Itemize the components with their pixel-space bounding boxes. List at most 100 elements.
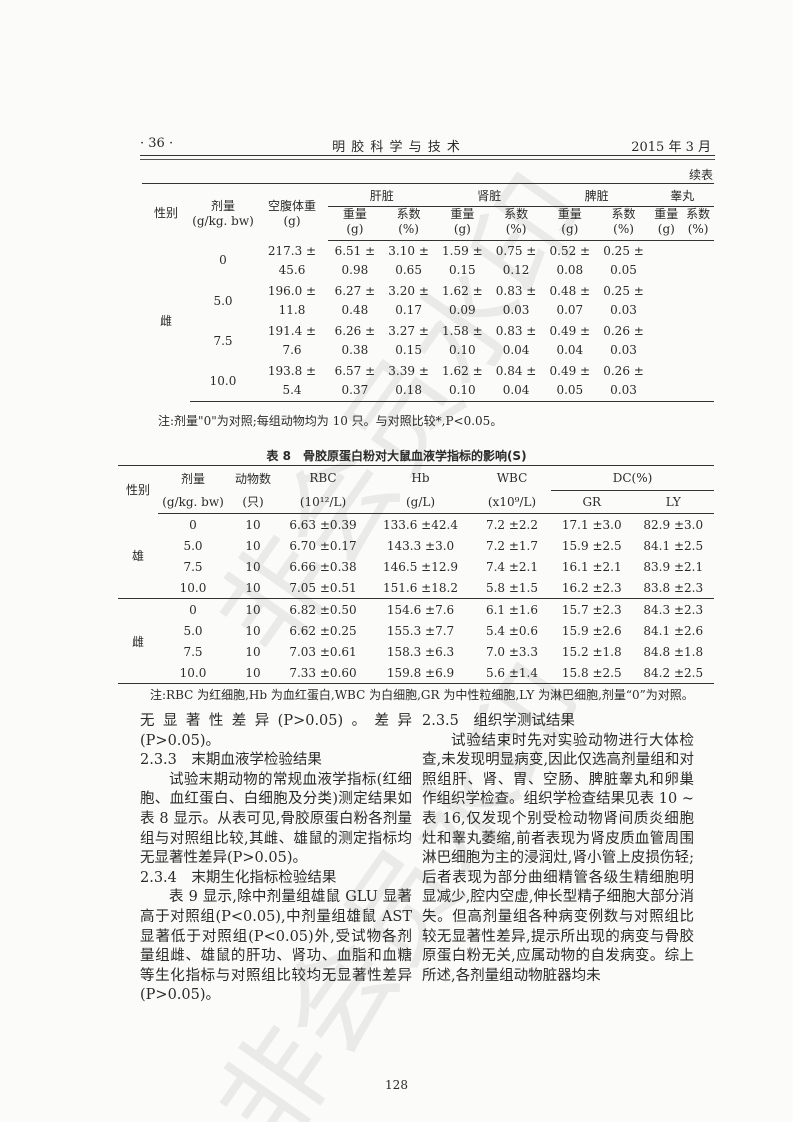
value-cell: 159.8 ±6.9 <box>368 662 473 684</box>
sub-unit: (%) <box>505 222 527 236</box>
value-cell: 15.2 ±1.8 <box>561 644 622 659</box>
table-row: 雌 0 217.3 ± 45.6 6.51 ± 0.98 3.10 ± 0.65 1.59 ± 0… <box>142 241 714 328</box>
sex-cell: 雌 <box>118 598 158 684</box>
value-sd: 0.03 <box>502 303 530 317</box>
value-cell: 16.2 ±2.3 <box>551 577 633 599</box>
value-mean: 1.59 ± <box>442 244 483 258</box>
sub-label: 重量 <box>654 207 679 221</box>
value-cell: 10 <box>228 577 278 599</box>
value-cell: 17.1 ±3.0 <box>561 517 622 532</box>
sub-label: 系数 <box>396 207 421 221</box>
value-sd: 0.98 <box>341 263 369 277</box>
col-wbc-unit: (x10⁹/L) <box>473 490 551 514</box>
journal-title: 明 胶 科 学 与 技 术 <box>332 140 461 155</box>
value-cell: 10.0 <box>158 662 228 684</box>
value-cell: 154.6 ±7.6 <box>386 602 455 617</box>
section-heading: 2.3.5 组织学测试结果 <box>422 713 575 729</box>
value-cell: 0.48 ± 0.07 <box>543 281 597 321</box>
value-sd: 0.04 <box>502 383 530 397</box>
value-cell: 5.4 ±0.6 <box>485 623 539 638</box>
value-sd: 0.03 <box>610 383 637 397</box>
sub-label: 系数 <box>686 207 711 221</box>
sub-coef: 系数 (%) <box>682 206 714 241</box>
value-sd: 0.18 <box>395 383 422 397</box>
col-weight: 空腹体重 (g) <box>256 183 328 241</box>
empty-cell <box>682 281 714 321</box>
sub-unit: (g) <box>346 222 364 236</box>
value-cell: 7.03 ±0.61 <box>289 644 357 659</box>
sub-label: 重量 <box>557 207 582 221</box>
col-n-unit: (只) <box>228 490 278 514</box>
value-cell: 10 <box>245 602 261 617</box>
value-cell: 146.5 ±12.9 <box>383 559 458 574</box>
value-mean: 6.57 ± <box>334 364 376 378</box>
value-cell: 6.82 ±0.50 <box>289 602 357 617</box>
value-cell: 1.59 ± 0.15 <box>435 241 489 282</box>
value-mean: 0.26 ± <box>603 364 644 378</box>
right-column: 2.3.5 组织学测试结果 试验结束时先对实验动物进行大体检查,未发现明显病变,… <box>422 712 694 986</box>
col-gr: GR <box>551 490 633 514</box>
sub-label: 重量 <box>342 207 367 221</box>
value-cell: 5.0 <box>183 538 203 553</box>
value-sd: 0.48 <box>341 303 369 317</box>
value-mean: 0.25 ± <box>603 244 644 258</box>
value-sd: 0.15 <box>448 263 476 277</box>
value-sd: 0.38 <box>341 343 369 357</box>
paragraph: 试验结束时先对实验动物进行大体检查,未发现明显病变,因此仅选高剂量组和对照组肝、… <box>422 732 694 984</box>
value-sd: 0.15 <box>395 343 422 357</box>
col-dose: 剂量 (g/kg. bw) <box>190 183 256 241</box>
value-sd: 0.05 <box>610 263 637 277</box>
value-mean: 193.8 ± <box>267 364 317 378</box>
sub-unit: (%) <box>613 222 634 236</box>
value-cell: 10 <box>245 517 261 532</box>
value-cell: 155.3 ±7.7 <box>386 623 455 638</box>
value-cell: 5.8 ±1.5 <box>473 577 551 599</box>
value-cell: 0.25 ± 0.03 <box>597 281 651 321</box>
value-cell: 0 <box>189 517 197 532</box>
value-cell: 196.0 ± 11.8 <box>256 281 328 321</box>
value-sd: 0.08 <box>556 263 584 277</box>
value-sd: 0.03 <box>610 343 637 357</box>
table1-note: 注:剂量"0"为对照;每组动物均为 10 只。与对照比较*,P<0.05。 <box>158 414 503 428</box>
col-testis: 睾丸 <box>650 183 714 207</box>
value-cell: 10.0 <box>158 577 228 599</box>
sub-label: 系数 <box>504 207 529 221</box>
value-cell: 83.8 ±2.3 <box>632 577 714 599</box>
col-rbc-unit: (10¹²/L) <box>278 490 368 514</box>
value-cell: 158.3 ±6.3 <box>386 644 455 659</box>
col-sex: 性别 <box>142 183 190 241</box>
value-cell: 84.2 ±2.5 <box>632 662 714 684</box>
paragraph: 表 9 显示,除中剂量组雄鼠 GLU 显著高于对照组(P<0.05),中剂量组雄… <box>140 889 412 1004</box>
value-cell: 7.05 ±0.51 <box>278 577 368 599</box>
value-cell: 84.1 ±2.5 <box>643 538 704 553</box>
value-cell: 15.9 ±2.6 <box>561 623 622 638</box>
paragraph: 无显著性差异(P>0.05)。差异(P>0.05)。 <box>140 713 412 749</box>
value-cell: 10 <box>245 644 261 659</box>
value-cell: 7.5 <box>183 559 203 574</box>
value-cell: 7.2 ±1.7 <box>485 538 539 553</box>
value-cell: 84.1 ±2.6 <box>643 623 704 638</box>
value-cell: 6.57 ± 0.37 <box>328 361 382 402</box>
value-cell: 84.8 ±1.8 <box>643 644 704 659</box>
sub-unit: (g) <box>561 222 579 236</box>
value-mean: 3.27 ± <box>388 324 429 338</box>
value-cell: 7.5 <box>183 644 203 659</box>
value-cell: 10 <box>245 623 261 638</box>
value-cell: 6.66 ±0.38 <box>289 559 357 574</box>
organ-weight-table: 性别 剂量 (g/kg. bw) 空腹体重 (g) 肝脏 肾脏 脾脏 睾丸 重量 (g… <box>142 183 714 402</box>
table-row: 雄 0 10 6.63 ±0.39 133.6 ±42.4 7.2 ±2.2 17.1 ±3… <box>118 513 714 599</box>
sub-weight: 重量 (g) <box>435 206 490 241</box>
table-row: 7.5 10 7.03 ±0.61 158.3 ±6.3 7.0 ±3.3 15.2 ±1… <box>118 641 714 662</box>
table-row: 10.0 193.8 ± 5.4 6.57 ± 0.37 3.39 ± 0.18 1.62 ±… <box>142 361 714 402</box>
empty-cell <box>682 241 714 282</box>
sub-unit: (%) <box>398 222 419 236</box>
value-mean: 3.39 ± <box>388 364 429 378</box>
sub-coef: 系数 (%) <box>489 206 543 241</box>
value-sd: 0.65 <box>395 263 422 277</box>
value-mean: 0.48 ± <box>549 284 591 298</box>
header-rule <box>140 155 715 160</box>
value-cell: 0.52 ± 0.08 <box>543 241 597 282</box>
col-hb-unit: (g/L) <box>368 490 473 514</box>
value-sd: 0.17 <box>395 303 422 317</box>
value-mean: 0.49 ± <box>549 324 591 338</box>
